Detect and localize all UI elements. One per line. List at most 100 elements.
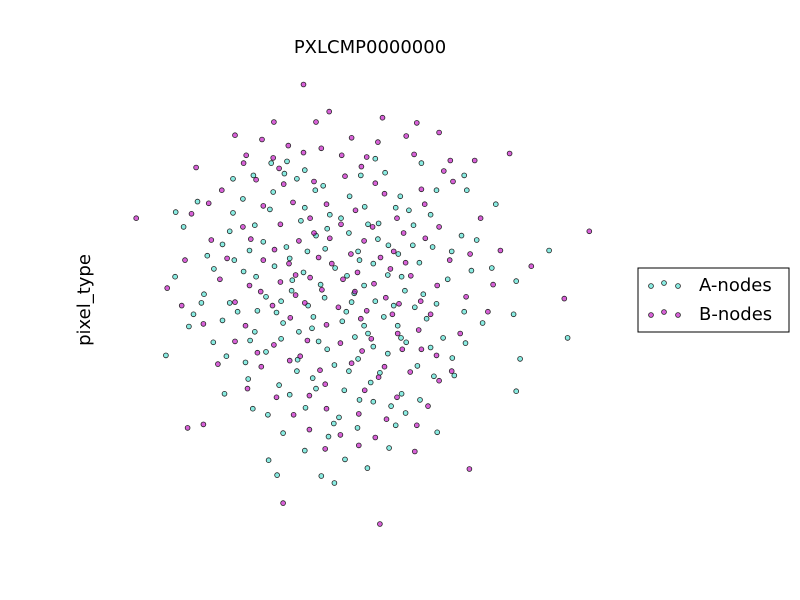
data-point xyxy=(513,388,519,395)
data-point xyxy=(312,187,319,194)
data-point xyxy=(384,350,391,357)
data-point xyxy=(263,349,269,355)
data-point xyxy=(510,311,517,318)
data-point xyxy=(586,228,593,235)
data-point xyxy=(357,172,364,179)
data-point xyxy=(411,151,417,158)
data-point xyxy=(398,335,404,341)
data-point xyxy=(276,165,282,172)
data-point xyxy=(335,304,342,311)
data-point xyxy=(411,448,418,455)
data-point xyxy=(221,390,228,397)
data-point xyxy=(422,235,429,242)
data-point xyxy=(292,292,299,298)
data-point xyxy=(323,201,330,208)
data-point xyxy=(372,434,379,441)
data-point xyxy=(265,457,272,464)
data-point xyxy=(194,198,201,205)
data-point xyxy=(301,447,308,454)
data-point xyxy=(348,299,355,305)
data-point xyxy=(190,311,197,318)
data-point xyxy=(377,254,384,261)
data-point xyxy=(513,278,519,284)
data-point xyxy=(301,167,308,173)
data-point xyxy=(231,257,238,263)
data-point xyxy=(313,385,319,392)
data-point xyxy=(286,391,293,398)
legend-entry-a-nodes: A-nodes xyxy=(648,275,772,296)
data-point xyxy=(232,299,238,305)
data-point xyxy=(306,426,313,433)
data-point xyxy=(561,295,568,302)
data-point xyxy=(311,178,317,185)
data-point xyxy=(286,255,293,262)
data-point xyxy=(219,317,226,324)
data-point xyxy=(324,346,331,353)
data-point xyxy=(182,257,188,263)
data-point xyxy=(270,155,277,161)
data-point xyxy=(394,322,401,329)
data-point xyxy=(326,108,333,115)
data-point xyxy=(317,281,324,288)
data-point xyxy=(254,307,261,314)
data-point xyxy=(348,360,355,367)
data-point xyxy=(258,363,265,370)
data-point xyxy=(260,257,267,263)
data-point xyxy=(307,274,313,281)
data-point xyxy=(429,244,436,250)
data-point xyxy=(436,224,442,230)
data-point xyxy=(285,142,292,149)
legend-marker-a-nodes xyxy=(661,280,667,286)
data-point xyxy=(163,352,169,359)
legend-entry-b-nodes: B-nodes xyxy=(648,304,772,325)
data-point xyxy=(418,186,425,193)
data-point xyxy=(304,337,311,344)
data-point xyxy=(250,172,257,179)
data-point xyxy=(337,432,344,438)
legend: A-nodes B-nodes xyxy=(637,267,790,333)
data-point xyxy=(433,300,440,307)
data-point xyxy=(322,446,329,452)
data-point xyxy=(403,133,410,139)
data-point xyxy=(346,230,352,236)
data-point xyxy=(449,355,456,361)
data-point xyxy=(394,330,401,337)
data-point xyxy=(425,403,431,409)
data-point xyxy=(260,203,267,209)
data-point xyxy=(365,221,371,228)
data-point xyxy=(398,390,405,397)
data-point xyxy=(248,236,254,242)
data-point xyxy=(273,394,280,401)
data-point xyxy=(379,114,386,121)
data-point xyxy=(290,411,297,418)
data-point xyxy=(382,169,388,176)
data-point xyxy=(242,359,249,366)
data-point xyxy=(451,372,458,379)
data-point xyxy=(200,421,207,428)
chart-title: PXLCMP0000000 xyxy=(294,37,446,58)
data-point xyxy=(257,288,264,295)
data-point xyxy=(211,266,217,272)
data-point xyxy=(440,168,447,174)
data-point xyxy=(407,272,414,279)
data-point xyxy=(392,204,399,211)
data-point xyxy=(444,276,451,283)
data-point xyxy=(260,239,267,245)
data-point xyxy=(286,357,293,364)
data-point xyxy=(367,379,374,386)
data-point xyxy=(332,265,338,271)
data-point xyxy=(473,237,480,243)
data-point xyxy=(277,221,284,228)
data-point xyxy=(440,335,446,341)
data-point xyxy=(346,368,352,374)
data-point xyxy=(271,263,278,270)
data-point xyxy=(224,255,230,262)
data-point xyxy=(420,291,427,298)
data-point xyxy=(411,304,418,311)
data-point xyxy=(298,218,304,224)
data-point xyxy=(294,368,300,374)
data-point xyxy=(403,339,410,346)
data-point xyxy=(564,335,571,341)
data-point xyxy=(377,521,383,527)
data-point xyxy=(397,193,404,200)
